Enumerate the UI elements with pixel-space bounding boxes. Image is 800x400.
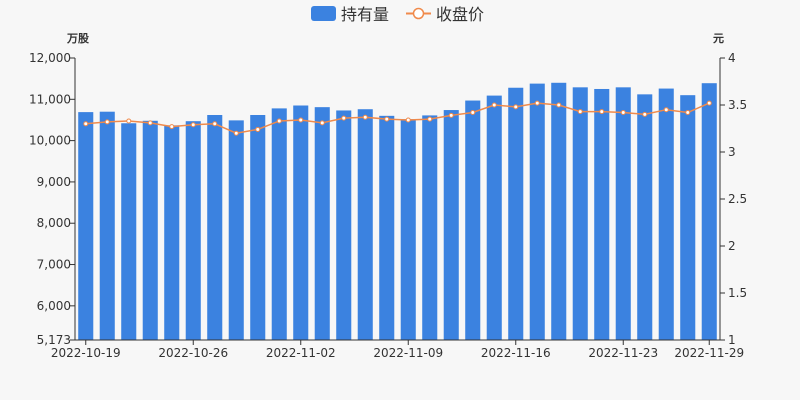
bar	[701, 83, 717, 340]
close-price-point	[169, 124, 175, 130]
bar	[228, 120, 244, 341]
bar	[658, 88, 674, 340]
bar	[121, 123, 137, 340]
left-tick-label: 10,000	[29, 134, 71, 148]
x-tick-label: 2022-10-26	[158, 346, 228, 360]
close-price-point	[147, 120, 153, 126]
bar	[443, 110, 459, 340]
close-price-point	[599, 109, 605, 115]
close-price-point	[298, 117, 304, 123]
bar	[379, 115, 395, 340]
right-tick-label: 2.5	[728, 192, 747, 206]
legend-line-label[interactable]: 收盘价	[436, 5, 484, 24]
legend[interactable]: 持有量 收盘价	[311, 5, 484, 24]
legend-line-swatch[interactable]	[406, 7, 431, 20]
right-tick-label: 3.5	[728, 98, 747, 112]
axes: 5,173 6,000 7,000 8,000 9,000 10,000 11,000 12,…	[29, 51, 747, 360]
right-tick-label: 1	[728, 333, 736, 347]
left-tick-label: 5,173	[37, 333, 71, 347]
bar	[185, 121, 201, 340]
close-price-point	[212, 121, 218, 127]
x-tick-label: 2022-10-19	[51, 346, 121, 360]
legend-bar-swatch[interactable]	[311, 6, 336, 21]
left-tick-label: 6,000	[37, 299, 71, 313]
line-series	[83, 100, 712, 136]
bar	[572, 87, 588, 340]
close-price-line	[85, 102, 710, 134]
close-price-point	[534, 100, 540, 106]
close-price-point	[341, 115, 347, 121]
close-price-point	[104, 119, 110, 125]
bar	[336, 110, 352, 340]
close-price-point	[706, 100, 712, 106]
x-tick-label: 2022-11-23	[588, 346, 658, 360]
close-price-point	[556, 102, 562, 108]
bar	[99, 111, 115, 340]
bar	[164, 125, 180, 341]
close-price-point	[513, 104, 519, 110]
close-price-point	[491, 102, 497, 108]
legend-bar-label[interactable]: 持有量	[341, 5, 389, 24]
bar	[207, 115, 223, 340]
bar	[465, 100, 481, 340]
close-price-point	[362, 114, 368, 120]
bar	[486, 95, 502, 340]
right-tick-label: 2	[728, 239, 736, 253]
bar	[680, 95, 696, 340]
close-price-point	[405, 117, 411, 123]
close-price-point	[190, 122, 196, 128]
right-tick-label: 3	[728, 145, 736, 159]
bar	[594, 88, 610, 340]
x-tick-label: 2022-11-09	[373, 346, 443, 360]
bar	[637, 94, 653, 340]
bar	[293, 105, 309, 340]
bar	[357, 109, 373, 340]
bar	[271, 108, 287, 341]
close-price-point	[83, 121, 89, 127]
close-price-point	[126, 118, 132, 124]
left-tick-label: 9,000	[37, 175, 71, 189]
bar	[314, 107, 330, 341]
close-price-point	[276, 118, 282, 124]
bar	[142, 120, 158, 340]
left-tick-label: 11,000	[29, 92, 71, 106]
close-price-point	[642, 111, 648, 117]
x-tick-label: 2022-11-02	[266, 346, 336, 360]
close-price-point	[620, 110, 626, 116]
left-tick-label: 7,000	[37, 258, 71, 272]
close-price-point	[577, 109, 583, 115]
left-tick-label: 12,000	[29, 51, 71, 65]
right-tick-label: 1.5	[728, 286, 747, 300]
close-price-point	[427, 116, 433, 122]
bar	[508, 87, 524, 340]
close-price-point	[470, 110, 476, 116]
bar	[78, 112, 94, 340]
bar	[615, 87, 631, 340]
close-price-point	[255, 126, 261, 132]
right-tick-label: 4	[728, 51, 736, 65]
close-price-point	[448, 112, 454, 118]
close-price-point	[685, 110, 691, 116]
left-axis-unit: 万股	[66, 32, 90, 45]
right-axis-unit: 元	[713, 32, 724, 45]
close-price-point	[233, 130, 239, 136]
bar	[250, 115, 266, 340]
close-price-point	[384, 116, 390, 122]
x-tick-label: 2022-11-29	[674, 346, 744, 360]
bar	[400, 119, 416, 341]
bar	[529, 83, 545, 340]
close-price-point	[319, 120, 325, 126]
bar	[422, 115, 438, 341]
left-tick-label: 8,000	[37, 216, 71, 230]
bar	[551, 82, 567, 341]
x-tick-label: 2022-11-16	[481, 346, 551, 360]
close-price-point	[663, 107, 669, 113]
bar-series	[78, 82, 717, 341]
